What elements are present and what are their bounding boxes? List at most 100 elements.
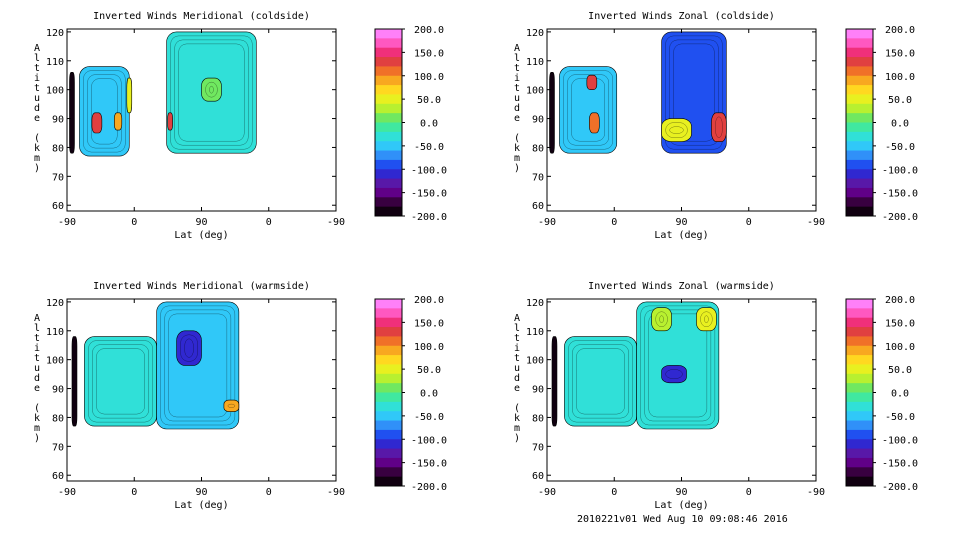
colorbar-swatch [375, 75, 402, 86]
y-tick-label: 70 [52, 442, 64, 453]
colorbar-swatch [846, 448, 873, 459]
contour-line [88, 340, 153, 423]
colorbar-label: 150.0 [885, 48, 915, 59]
data-region [711, 112, 727, 142]
colorbar-swatch [375, 187, 402, 198]
colorbar-swatch [375, 420, 402, 431]
contour-line [92, 344, 149, 419]
data-layer [551, 301, 720, 430]
contour-line [168, 313, 228, 418]
colorbar-swatch [375, 476, 402, 487]
footer-timestamp: 2010221v01 Wed Aug 10 09:08:46 2016 [577, 514, 788, 525]
colorbar-label: 50.0 [888, 365, 912, 376]
x-tick-label: -90 [58, 487, 76, 498]
contour-line [170, 35, 253, 150]
y-axis-label-char: m [514, 153, 520, 164]
y-tick-label: 100 [526, 356, 544, 367]
colorbar-swatch [846, 411, 873, 422]
colorbar-label: -100.0 [411, 435, 447, 446]
contour-line [184, 338, 194, 358]
colorbar-swatch [375, 29, 402, 39]
x-tick-label: 0 [611, 487, 617, 498]
colorbar-label: -150.0 [411, 189, 447, 200]
colorbar-swatch [846, 113, 873, 123]
colorbar-swatch [375, 429, 402, 440]
colorbar-swatch [375, 206, 402, 217]
colorbar-swatch [846, 308, 873, 319]
x-tick-label: 0 [746, 487, 752, 498]
y-axis-label-char: u [34, 363, 40, 374]
colorbar-label: 200.0 [414, 295, 444, 306]
data-region [84, 336, 157, 427]
contour-line [164, 309, 232, 422]
colorbar-swatch [375, 85, 402, 95]
y-axis-label-char: A [34, 43, 40, 54]
data-region [71, 336, 78, 427]
contour-line [665, 122, 688, 138]
colorbar-label: 150.0 [414, 48, 444, 59]
y-tick-label: 110 [526, 57, 544, 68]
colorbar-label: -100.0 [411, 165, 447, 176]
colorbar-swatch [846, 457, 873, 468]
colorbar-swatch [375, 392, 402, 403]
colorbar-swatch [375, 448, 402, 459]
colorbar-label: -50.0 [414, 142, 444, 153]
data-layer [549, 31, 727, 154]
colorbar-swatch [846, 57, 873, 67]
colorbar-swatch [375, 355, 402, 365]
colorbar-label: 200.0 [885, 25, 915, 36]
x-tick-label: 90 [675, 487, 687, 498]
contour-line [205, 81, 218, 98]
x-tick-label: 0 [266, 487, 272, 498]
data-region [114, 112, 123, 131]
data-region [661, 365, 687, 384]
colorbar-label: -50.0 [885, 142, 915, 153]
colorbar-swatch [846, 187, 873, 198]
contour-line [563, 70, 613, 150]
colorbar-label: -50.0 [414, 412, 444, 423]
y-tick-label: 80 [532, 143, 544, 154]
y-axis-label-char: A [514, 43, 520, 54]
colorbar-label: -150.0 [882, 189, 918, 200]
contour-line [87, 74, 122, 149]
colorbar-swatch [375, 308, 402, 319]
data-region [167, 112, 173, 131]
y-axis-label-char: t [514, 353, 520, 364]
colorbar-swatch [375, 57, 402, 67]
y-axis-label-char: t [34, 333, 40, 344]
panel-3: Inverted Winds Meridional (warmside) 60 70… [34, 281, 447, 511]
y-tick-label: 110 [526, 327, 544, 338]
y-tick-label: 90 [532, 115, 544, 126]
y-axis-label-char: ( [34, 133, 40, 144]
x-tick-label: 90 [195, 487, 207, 498]
contour-line [568, 340, 633, 423]
colorbar-label: 100.0 [885, 72, 915, 83]
x-tick-label: 0 [131, 217, 137, 228]
colorbar-swatch [846, 122, 873, 133]
y-axis-label-char: i [34, 343, 40, 354]
y-axis-label-char: k [34, 413, 40, 424]
data-region [156, 301, 240, 430]
y-axis-label-char: u [34, 93, 40, 104]
contour-line [704, 315, 709, 323]
y-tick-label: 80 [52, 143, 64, 154]
colorbar-label: 100.0 [414, 72, 444, 83]
colorbar-swatch [846, 336, 873, 347]
colorbar-swatch [846, 94, 873, 105]
chart-title: Inverted Winds Zonal (coldside) [588, 11, 775, 22]
colorbar-swatch [846, 355, 873, 365]
data-layer [71, 301, 240, 430]
contour-line [648, 313, 708, 418]
colorbar-label: 50.0 [417, 365, 441, 376]
colorbar-swatch [375, 457, 402, 468]
y-tick-label: 60 [532, 201, 544, 212]
y-tick-label: 110 [46, 327, 64, 338]
contour-line [659, 315, 664, 323]
colorbar-swatch [375, 66, 402, 77]
x-axis-label: Lat (deg) [654, 500, 708, 511]
y-tick-label: 90 [532, 385, 544, 396]
panel-1: Inverted Winds Meridional (coldside) 60 70… [34, 11, 447, 241]
colorbar-swatch [846, 66, 873, 77]
y-axis-label-char: u [514, 363, 520, 374]
colorbar-swatch [846, 439, 873, 450]
